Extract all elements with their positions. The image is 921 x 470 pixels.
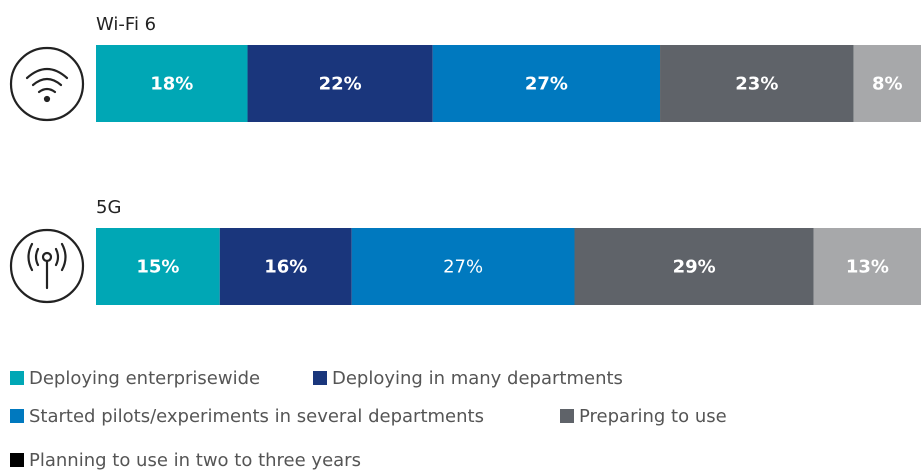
value-label: 22% — [319, 74, 362, 95]
bar-segment — [853, 45, 921, 122]
value-label: 8% — [872, 74, 903, 95]
legend-label: Deploying in many departments — [332, 368, 623, 389]
legend-label: Planning to use in two to three years — [29, 450, 361, 470]
bar-segment — [351, 228, 575, 305]
legend-swatch — [10, 453, 24, 467]
legend-swatch — [560, 409, 574, 423]
category-label: 5G — [96, 197, 121, 218]
legend-label: Deploying enterprisewide — [29, 368, 260, 389]
bar-segment — [96, 45, 248, 122]
bar-segment — [660, 45, 854, 122]
bar-segment — [813, 228, 921, 305]
value-label: 27% — [443, 257, 483, 278]
value-label: 23% — [735, 74, 778, 95]
bar-segment — [432, 45, 661, 122]
legend-swatch — [10, 371, 24, 385]
legend-label: Preparing to use — [579, 406, 727, 427]
value-label: 18% — [150, 74, 193, 95]
bar-segment — [574, 228, 814, 305]
antenna-icon — [9, 228, 85, 304]
legend-swatch — [10, 409, 24, 423]
wifi-icon — [9, 46, 85, 122]
value-label: 16% — [264, 257, 307, 278]
value-label: 27% — [525, 74, 568, 95]
value-label: 29% — [673, 257, 716, 278]
value-label: 15% — [136, 257, 179, 278]
bar-segment — [96, 228, 220, 305]
category-label: Wi-Fi 6 — [96, 14, 156, 35]
bar-segment — [219, 228, 352, 305]
legend-label: Started pilots/experiments in several de… — [29, 406, 484, 427]
bar-segment — [247, 45, 433, 122]
legend-swatch — [313, 371, 327, 385]
value-label: 13% — [846, 257, 889, 278]
